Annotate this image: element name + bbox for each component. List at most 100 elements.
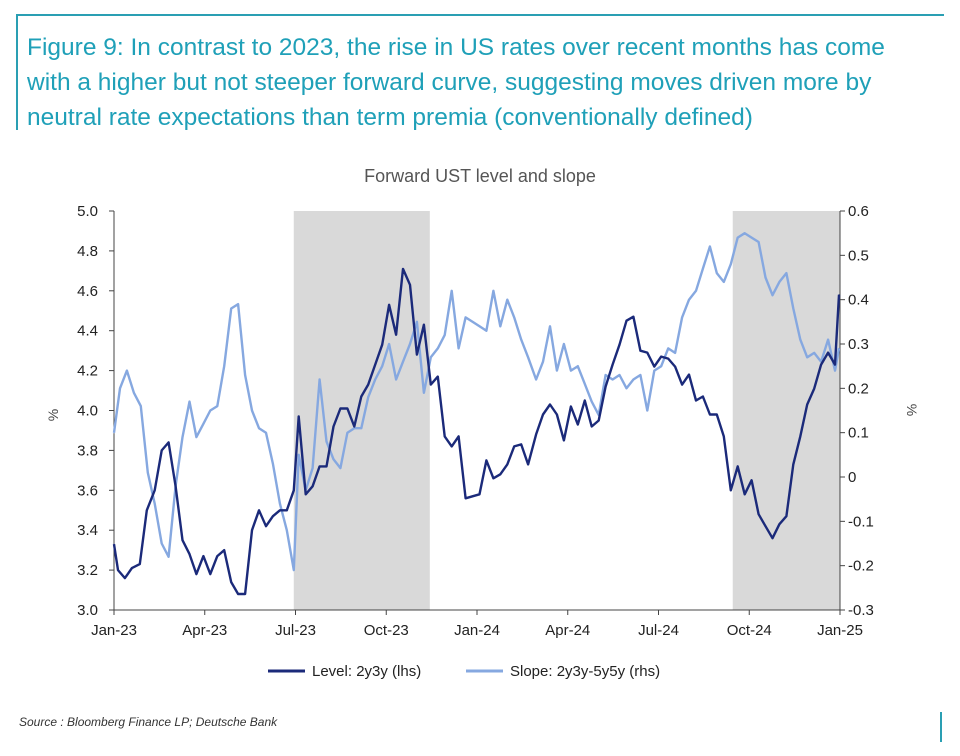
data-point-slope xyxy=(702,268,704,270)
data-point-level xyxy=(146,509,148,511)
data-point-level xyxy=(298,415,300,418)
y-tick-left-label: 4.0 xyxy=(77,403,98,420)
data-point-level xyxy=(792,463,794,465)
x-tick-label: Jul-23 xyxy=(275,622,316,639)
shaded-period-1 xyxy=(732,211,840,610)
data-point-level xyxy=(346,407,348,410)
data-point-slope xyxy=(126,370,128,372)
data-point-level xyxy=(492,477,494,479)
data-point-slope xyxy=(570,370,572,372)
frame-left-border xyxy=(16,14,18,130)
data-point-level xyxy=(598,419,600,422)
data-point-slope xyxy=(771,294,774,296)
data-point-level xyxy=(806,403,808,406)
data-point-level xyxy=(813,388,815,390)
data-point-level xyxy=(625,320,628,322)
y-tick-right-label: 0.3 xyxy=(848,336,869,353)
data-point-slope xyxy=(272,463,274,465)
data-point-slope xyxy=(298,454,300,456)
data-point-slope xyxy=(492,290,494,292)
data-point-level xyxy=(237,593,239,595)
data-point-slope xyxy=(202,423,204,425)
data-point-slope xyxy=(674,352,676,354)
data-point-slope xyxy=(764,276,767,279)
data-point-slope xyxy=(437,347,439,349)
data-point-level xyxy=(527,463,529,465)
data-point-slope xyxy=(319,378,321,381)
data-point-slope xyxy=(430,356,432,358)
data-point-slope xyxy=(506,299,508,301)
data-point-level xyxy=(799,435,801,437)
data-point-slope xyxy=(367,396,369,398)
data-point-slope xyxy=(563,343,565,345)
data-point-slope xyxy=(556,370,558,372)
data-point-level xyxy=(216,555,218,557)
data-point-slope xyxy=(813,352,815,354)
data-point-level xyxy=(834,364,836,366)
data-point-slope xyxy=(653,370,655,372)
shaded-period-0 xyxy=(293,211,430,610)
data-point-slope xyxy=(778,281,781,283)
legend-label-slope: Slope: 2y3y-5y5y (rhs) xyxy=(510,663,660,680)
data-point-level xyxy=(520,443,522,445)
data-point-level xyxy=(332,425,335,428)
data-point-level xyxy=(374,364,376,366)
legend-label-level: Level: 2y3y (lhs) xyxy=(312,663,421,680)
data-point-slope xyxy=(485,330,487,332)
y-tick-left-label: 3.8 xyxy=(77,442,98,459)
data-point-slope xyxy=(471,321,474,323)
y-tick-left-label: 3.2 xyxy=(77,562,98,579)
data-point-level xyxy=(695,399,697,402)
data-point-slope xyxy=(520,339,522,341)
data-point-slope xyxy=(133,392,135,394)
data-point-slope xyxy=(478,325,481,327)
data-point-level xyxy=(646,352,648,354)
data-point-slope xyxy=(499,325,501,327)
data-point-slope xyxy=(374,378,376,381)
data-point-level xyxy=(458,435,460,437)
data-point-level xyxy=(395,334,397,336)
data-point-level xyxy=(117,569,119,571)
data-point-level xyxy=(437,376,439,378)
y-ticks-left: 5.0 4.8 4.6 4.4 4.2 4.0 3.8 3.6 3.4 3.2 3.0 xyxy=(77,203,114,619)
y-tick-left-label: 3.0 xyxy=(77,602,98,619)
data-point-level xyxy=(584,399,586,402)
y-tick-right-label: 0.4 xyxy=(848,292,869,309)
data-point-level xyxy=(827,352,829,354)
data-point-slope xyxy=(716,272,718,274)
data-point-slope xyxy=(458,347,460,349)
data-point-slope xyxy=(542,361,544,363)
data-point-slope xyxy=(785,272,788,274)
data-point-slope xyxy=(244,374,246,376)
data-point-level xyxy=(478,493,481,495)
data-point-slope xyxy=(660,365,662,367)
data-point-level xyxy=(381,344,383,346)
data-point-level xyxy=(639,350,642,352)
data-point-level xyxy=(181,539,184,541)
data-point-level xyxy=(319,465,321,467)
legend: Level: 2y3y (lhs) Slope: 2y3y-5y5y (rhs) xyxy=(268,663,660,680)
data-point-slope xyxy=(451,290,453,292)
data-point-slope xyxy=(119,387,121,389)
data-point-level xyxy=(785,515,788,517)
data-point-level xyxy=(688,374,690,376)
data-point-level xyxy=(416,354,418,356)
y-tick-right-label: 0.1 xyxy=(848,425,869,442)
data-point-slope xyxy=(423,392,425,394)
series-line-slope xyxy=(112,231,841,572)
data-point-slope xyxy=(513,316,515,318)
data-point-level xyxy=(388,304,390,306)
data-point-level xyxy=(549,403,551,406)
data-point-level xyxy=(161,449,163,451)
data-point-slope xyxy=(639,374,642,376)
frame-right-border xyxy=(940,712,942,742)
x-tick-label: Apr-24 xyxy=(545,622,590,639)
y-tick-right-label: 0.5 xyxy=(848,247,869,264)
x-tick-label: Apr-23 xyxy=(182,622,227,639)
y-tick-right-label: -0.1 xyxy=(848,513,874,530)
data-point-slope xyxy=(834,370,836,372)
data-point-level xyxy=(230,581,232,583)
data-point-slope xyxy=(444,334,446,336)
data-point-slope xyxy=(688,299,690,301)
